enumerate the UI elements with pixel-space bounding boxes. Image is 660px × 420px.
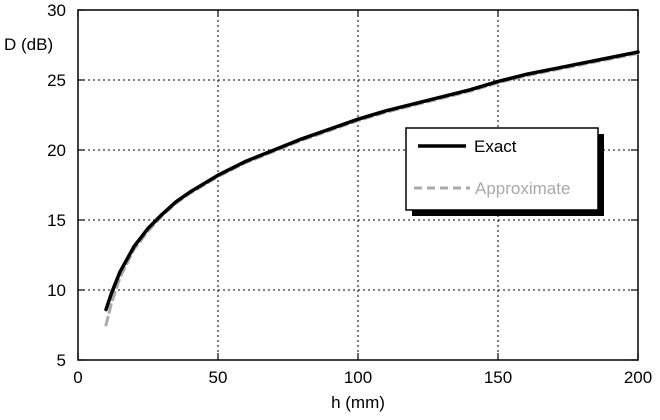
y-tick-label: 5 bbox=[57, 351, 66, 370]
tick-labels: 0 50 100 150 200 5 10 15 20 25 30 bbox=[47, 1, 652, 387]
legend-entry-exact: Exact bbox=[474, 137, 517, 156]
axis-ticks bbox=[77, 9, 639, 361]
x-tick-label: 200 bbox=[624, 368, 652, 387]
y-axis-label: D (dB) bbox=[4, 35, 53, 54]
x-axis-label: h (mm) bbox=[331, 393, 385, 412]
y-tick-label: 20 bbox=[47, 141, 66, 160]
series-line-exact bbox=[104, 50, 640, 312]
x-tick-label: 0 bbox=[73, 368, 82, 387]
x-tick-label: 150 bbox=[484, 368, 512, 387]
series-lines bbox=[104, 50, 640, 327]
x-tick-label: 50 bbox=[209, 368, 228, 387]
x-tick-label: 100 bbox=[344, 368, 372, 387]
legend-box bbox=[405, 127, 599, 211]
y-tick-label: 10 bbox=[47, 281, 66, 300]
y-tick-label: 30 bbox=[47, 1, 66, 20]
legend-entry-approximate: Approximate bbox=[475, 179, 570, 198]
y-tick-label: 25 bbox=[47, 71, 66, 90]
y-tick-label: 15 bbox=[47, 211, 66, 230]
legend: Exact Approximate bbox=[405, 127, 604, 216]
